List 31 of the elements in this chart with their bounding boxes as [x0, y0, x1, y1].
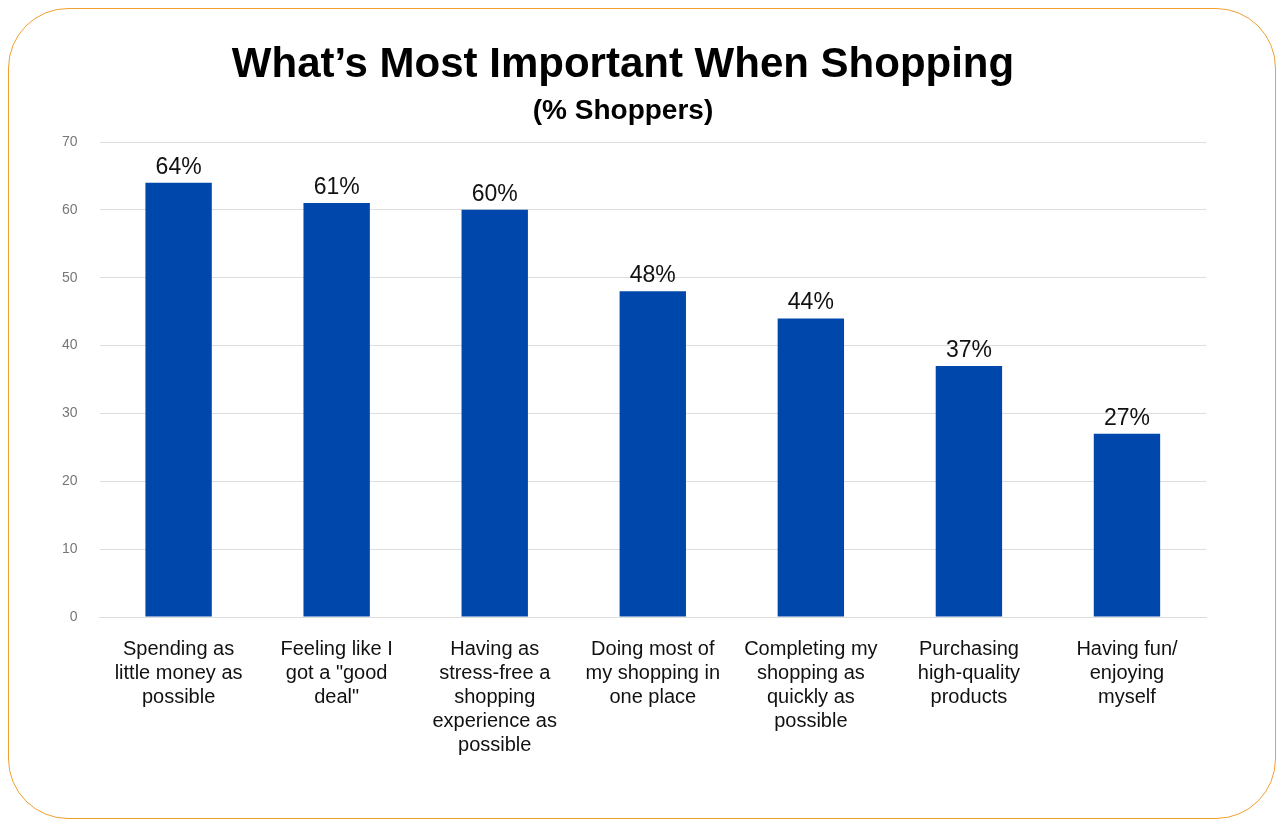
x-tick-label: Spending as little money as possible: [114, 636, 243, 707]
y-tick-label: 10: [61, 540, 78, 556]
data-label: 44%: [787, 288, 834, 315]
y-tick-label: 30: [61, 404, 78, 421]
bar: [935, 365, 1003, 617]
chart-subtitle: (% Shoppers): [532, 93, 714, 125]
bar: [461, 209, 528, 617]
y-tick-label: 20: [61, 472, 78, 489]
y-tick-label: 0: [69, 607, 78, 624]
bar: [619, 291, 686, 617]
data-label: 60%: [471, 179, 518, 206]
data-label: 27%: [1103, 403, 1150, 430]
bar: [1093, 433, 1161, 617]
bar: [777, 318, 845, 617]
y-tick-label: 40: [61, 336, 78, 353]
x-tick-label: Feeling like I got a "good deal": [280, 636, 393, 707]
y-tick-label: 60: [61, 200, 78, 217]
data-label: 37%: [945, 335, 992, 362]
data-label: 64%: [155, 152, 202, 179]
x-tick-label: Doing most of my shopping in one place: [585, 636, 721, 707]
x-tick-label: Having fun/ enjoying myself: [1076, 636, 1178, 707]
chart-title: What’s Most Important When Shopping: [231, 38, 1015, 86]
bar: [303, 203, 370, 617]
x-tick-label: Having as stress-free a shopping experience as possible: [432, 636, 557, 755]
x-tick-label: Completing my shopping as quickly as possible: [744, 636, 878, 731]
data-label: 48%: [629, 261, 676, 288]
data-label: 61%: [313, 172, 360, 199]
bar: [145, 182, 212, 617]
x-tick-label: Purchasing high-quality products: [917, 636, 1021, 707]
y-tick-label: 50: [61, 268, 78, 285]
y-tick-label: 70: [61, 132, 78, 149]
